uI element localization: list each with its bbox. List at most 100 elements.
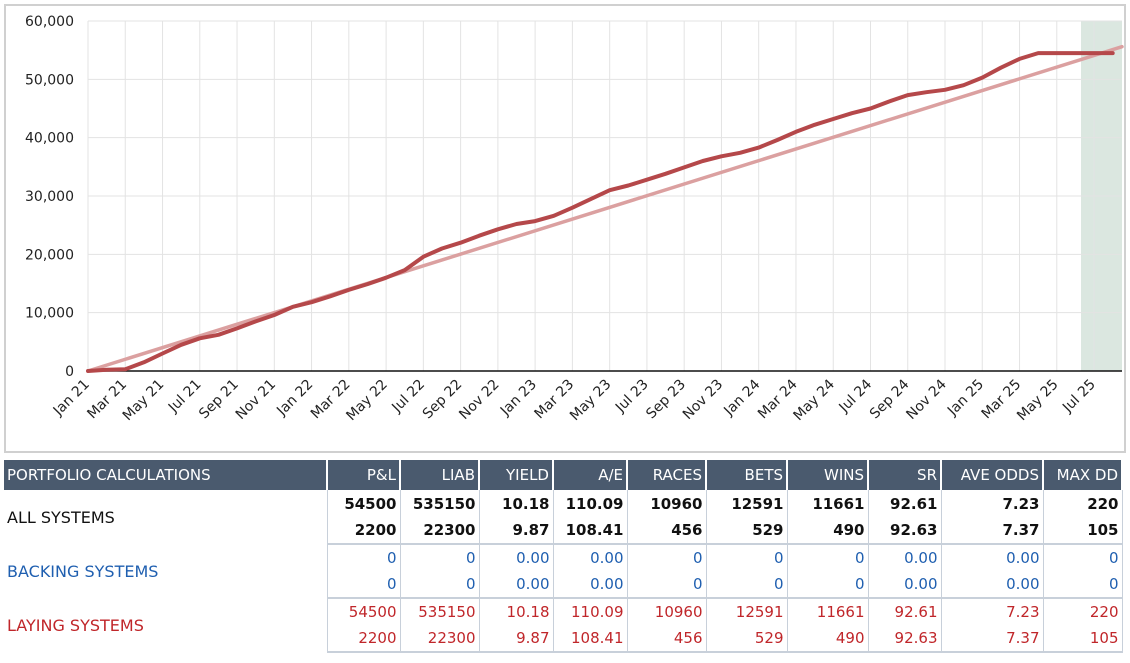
table-cell: 11661 <box>787 598 869 625</box>
table-row: LAYING SYSTEMS 54500 535150 10.18 110.09 1096… <box>4 598 1123 652</box>
table-cell: 220 <box>1043 598 1123 625</box>
backing-systems-label: BACKING SYSTEMS <box>4 544 328 598</box>
table-cell: 11661 <box>787 490 869 517</box>
table-cell: 92.63 <box>868 517 942 545</box>
table-cell: 0 <box>627 544 707 571</box>
table-cell: 0 <box>706 571 788 599</box>
x-tick-label: Nov 21 <box>233 377 279 423</box>
table-cell: 0 <box>327 544 401 571</box>
portfolio-table: PORTFOLIO CALCULATIONS P&L LIAB YIELD A/… <box>4 460 1123 653</box>
table-cell: 0.00 <box>479 544 554 571</box>
table-cell: 12591 <box>706 490 788 517</box>
table-cell: 0.00 <box>479 571 554 599</box>
header-ave-odds: AVE ODDS <box>941 460 1044 490</box>
x-tick-label: Jul 25 <box>1059 377 1099 417</box>
table-cell: 92.61 <box>868 598 942 625</box>
table-cell: 9.87 <box>479 517 554 545</box>
pnl-line <box>86 51 1115 373</box>
y-tick-label: 40,000 <box>25 131 74 147</box>
table-cell: 456 <box>627 625 707 653</box>
table-cell: 22300 <box>400 625 480 653</box>
table-cell: 105 <box>1043 517 1123 545</box>
table-cell: 108.41 <box>553 625 628 653</box>
x-tick-label: May 24 <box>791 376 839 424</box>
table-cell: 0 <box>1043 544 1123 571</box>
table-cell: 0 <box>706 544 788 571</box>
table-cell: 0 <box>327 571 401 599</box>
table-row: 0 0 0.00 0.00 0 0 0 0.00 0.00 0 <box>4 571 1123 599</box>
y-tick-label: 30,000 <box>25 189 74 205</box>
header-liab: LIAB <box>400 460 480 490</box>
table-cell: 0 <box>1043 571 1123 599</box>
x-tick-label: Sep 22 <box>420 377 466 423</box>
table-cell: 535150 <box>400 598 480 625</box>
table-row: BACKING SYSTEMS 0 0 0.00 0.00 0 0 0 0.00 0.00 0 <box>4 544 1123 598</box>
table-cell: 0 <box>400 544 480 571</box>
table-cell: 10960 <box>627 490 707 517</box>
table-row: 2200 22300 9.87 108.41 456 529 490 92.63 7.37 105 <box>4 517 1123 545</box>
table-cell: 9.87 <box>479 625 554 653</box>
table-cell: 220 <box>1043 490 1123 517</box>
x-tick-label: Sep 21 <box>196 377 242 423</box>
table-cell: 110.09 <box>553 598 628 625</box>
pnl-chart: 0 10,000 20,000 30,000 40,000 50,000 60,000 Ja… <box>4 4 1126 453</box>
laying-systems-label: LAYING SYSTEMS <box>4 598 328 652</box>
table-cell: 456 <box>627 517 707 545</box>
header-races: RACES <box>627 460 707 490</box>
x-tick-label: Sep 23 <box>643 377 689 423</box>
table-cell: 12591 <box>706 598 788 625</box>
table-cell: 0 <box>787 571 869 599</box>
table-row: ALL SYSTEMS 54500 535150 10.18 110.09 10960 12… <box>4 490 1123 544</box>
table-cell: 0.00 <box>868 571 942 599</box>
table-cell: 0.00 <box>553 571 628 599</box>
table-header-row: PORTFOLIO CALCULATIONS P&L LIAB YIELD A/… <box>4 460 1123 490</box>
table-cell: 0.00 <box>553 544 628 571</box>
table-cell: 7.23 <box>941 490 1044 517</box>
header-max-dd: MAX DD <box>1043 460 1123 490</box>
table-cell: 92.61 <box>868 490 942 517</box>
table-cell: 529 <box>706 517 788 545</box>
table-cell: 0 <box>787 544 869 571</box>
table-cell: 0.00 <box>868 544 942 571</box>
y-tick-label: 50,000 <box>25 72 74 88</box>
table-cell: 7.37 <box>941 517 1044 545</box>
table-cell: 54500 <box>327 598 401 625</box>
table-cell: 2200 <box>327 517 401 545</box>
table-cell: 2200 <box>327 625 401 653</box>
header-bets: BETS <box>706 460 788 490</box>
x-tick-label: Sep 24 <box>867 376 913 422</box>
header-portfolio-calculations: PORTFOLIO CALCULATIONS <box>4 460 328 490</box>
header-sr: SR <box>868 460 942 490</box>
header-wins: WINS <box>787 460 869 490</box>
table-cell: 0 <box>627 571 707 599</box>
table-cell: 22300 <box>400 517 480 545</box>
y-tick-label: 20,000 <box>25 247 74 263</box>
table-cell: 490 <box>787 625 869 653</box>
table-cell: 54500 <box>327 490 401 517</box>
table-cell: 108.41 <box>553 517 628 545</box>
table-cell: 7.23 <box>941 598 1044 625</box>
y-tick-label: 10,000 <box>25 306 74 322</box>
trend-line <box>86 44 1124 373</box>
table-cell: 0.00 <box>941 571 1044 599</box>
table-cell: 490 <box>787 517 869 545</box>
table-cell: 105 <box>1043 625 1123 653</box>
x-tick-label: May 21 <box>120 377 168 425</box>
header-pnl: P&L <box>327 460 401 490</box>
table-row: 2200 22300 9.87 108.41 456 529 490 92.63 7.37 105 <box>4 625 1123 653</box>
table-cell: 535150 <box>400 490 480 517</box>
table-cell: 0.00 <box>941 544 1044 571</box>
x-tick-label: Nov 24 <box>903 376 949 422</box>
x-tick-label: Nov 22 <box>456 377 502 423</box>
x-tick-label: May 25 <box>1014 377 1062 425</box>
table-cell: 10.18 <box>479 490 554 517</box>
header-yield: YIELD <box>479 460 554 490</box>
table-cell: 10.18 <box>479 598 554 625</box>
y-tick-label: 0 <box>65 364 74 380</box>
table-cell: 0 <box>400 571 480 599</box>
y-tick-label: 60,000 <box>25 14 74 30</box>
all-systems-label: ALL SYSTEMS <box>4 490 328 544</box>
table-cell: 529 <box>706 625 788 653</box>
x-tick-label: Nov 23 <box>680 377 726 423</box>
